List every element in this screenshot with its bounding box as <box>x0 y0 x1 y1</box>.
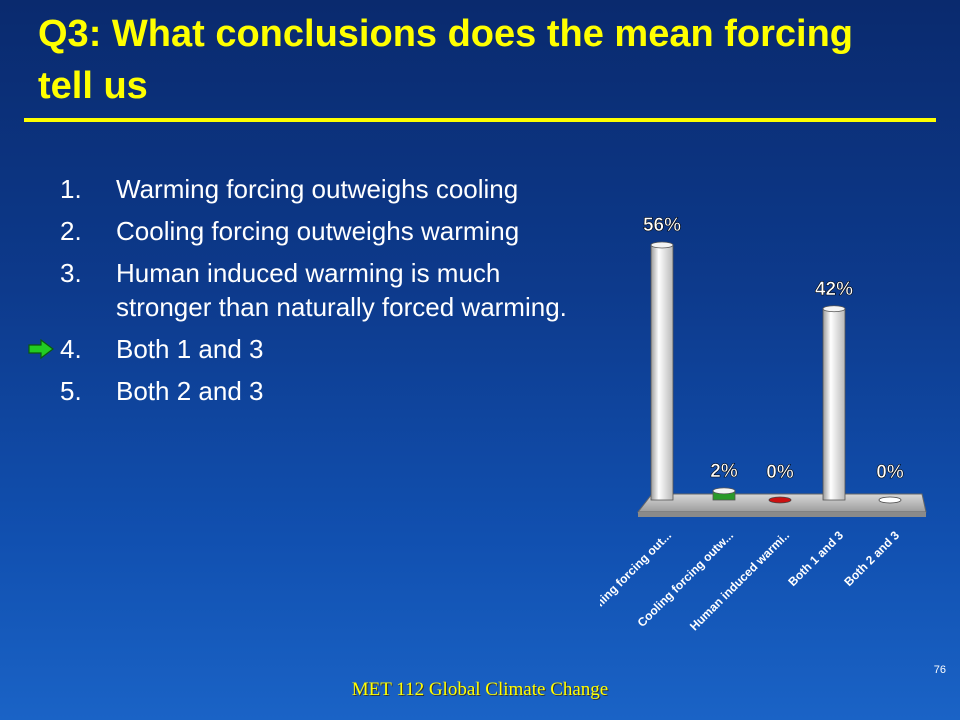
course-footer: MET 112 Global Climate Change <box>351 679 609 700</box>
slide-title: Q3: What conclusions does the mean forci… <box>38 13 853 107</box>
option-number: 2. <box>60 216 82 246</box>
answer-option-1: 1. Warming forcing outweighs cooling <box>60 172 600 206</box>
option-text: Both 2 and 3 <box>116 376 264 406</box>
response-bar-chart: 56%Warming forcing out...2%Cooling forci… <box>600 215 927 633</box>
option-number: 1. <box>60 174 82 204</box>
answer-options-list: 1. Warming forcing outweighs cooling 2. … <box>28 172 600 416</box>
category-label-3: Human induced warmi.. <box>687 528 792 633</box>
answer-option-4: 4. Both 1 and 3 <box>28 332 600 366</box>
option-text: Cooling forcing outweighs warming <box>116 216 520 246</box>
bar-top-2 <box>712 487 736 495</box>
option-text: Warming forcing outweighs cooling <box>116 174 519 204</box>
category-label-5: Both 2 and 3 <box>841 528 902 589</box>
option-number: 5. <box>60 376 82 406</box>
data-label-2: 2% <box>710 461 738 482</box>
option-number: 4. <box>60 334 82 364</box>
page-number: 76 <box>933 664 946 676</box>
answer-option-2: 2. Cooling forcing outweighs warming <box>60 214 600 248</box>
bar-top-4 <box>822 305 846 313</box>
chart-floor-edge <box>638 512 926 517</box>
bar-3 <box>768 496 792 504</box>
bar-5 <box>878 496 902 504</box>
category-label-1: Warming forcing out... <box>600 528 674 628</box>
option-text: Human induced warming is much stronger t… <box>116 258 567 322</box>
category-label-4: Both 1 and 3 <box>785 528 846 589</box>
data-label-3: 0% <box>766 462 794 483</box>
answer-option-5: 5. Both 2 and 3 <box>60 374 600 408</box>
data-label-4: 42% <box>815 279 853 300</box>
title-underline <box>24 118 936 122</box>
data-label-5: 0% <box>876 462 904 483</box>
answer-option-3: 3. Human induced warming is much stronge… <box>60 256 600 324</box>
option-text: Both 1 and 3 <box>116 334 264 364</box>
right-arrow-icon <box>28 339 54 359</box>
bar-top-1 <box>650 241 674 249</box>
bar-4 <box>822 308 846 501</box>
bar-1 <box>650 244 674 501</box>
option-number: 3. <box>60 258 82 288</box>
data-label-1: 56% <box>643 215 681 236</box>
